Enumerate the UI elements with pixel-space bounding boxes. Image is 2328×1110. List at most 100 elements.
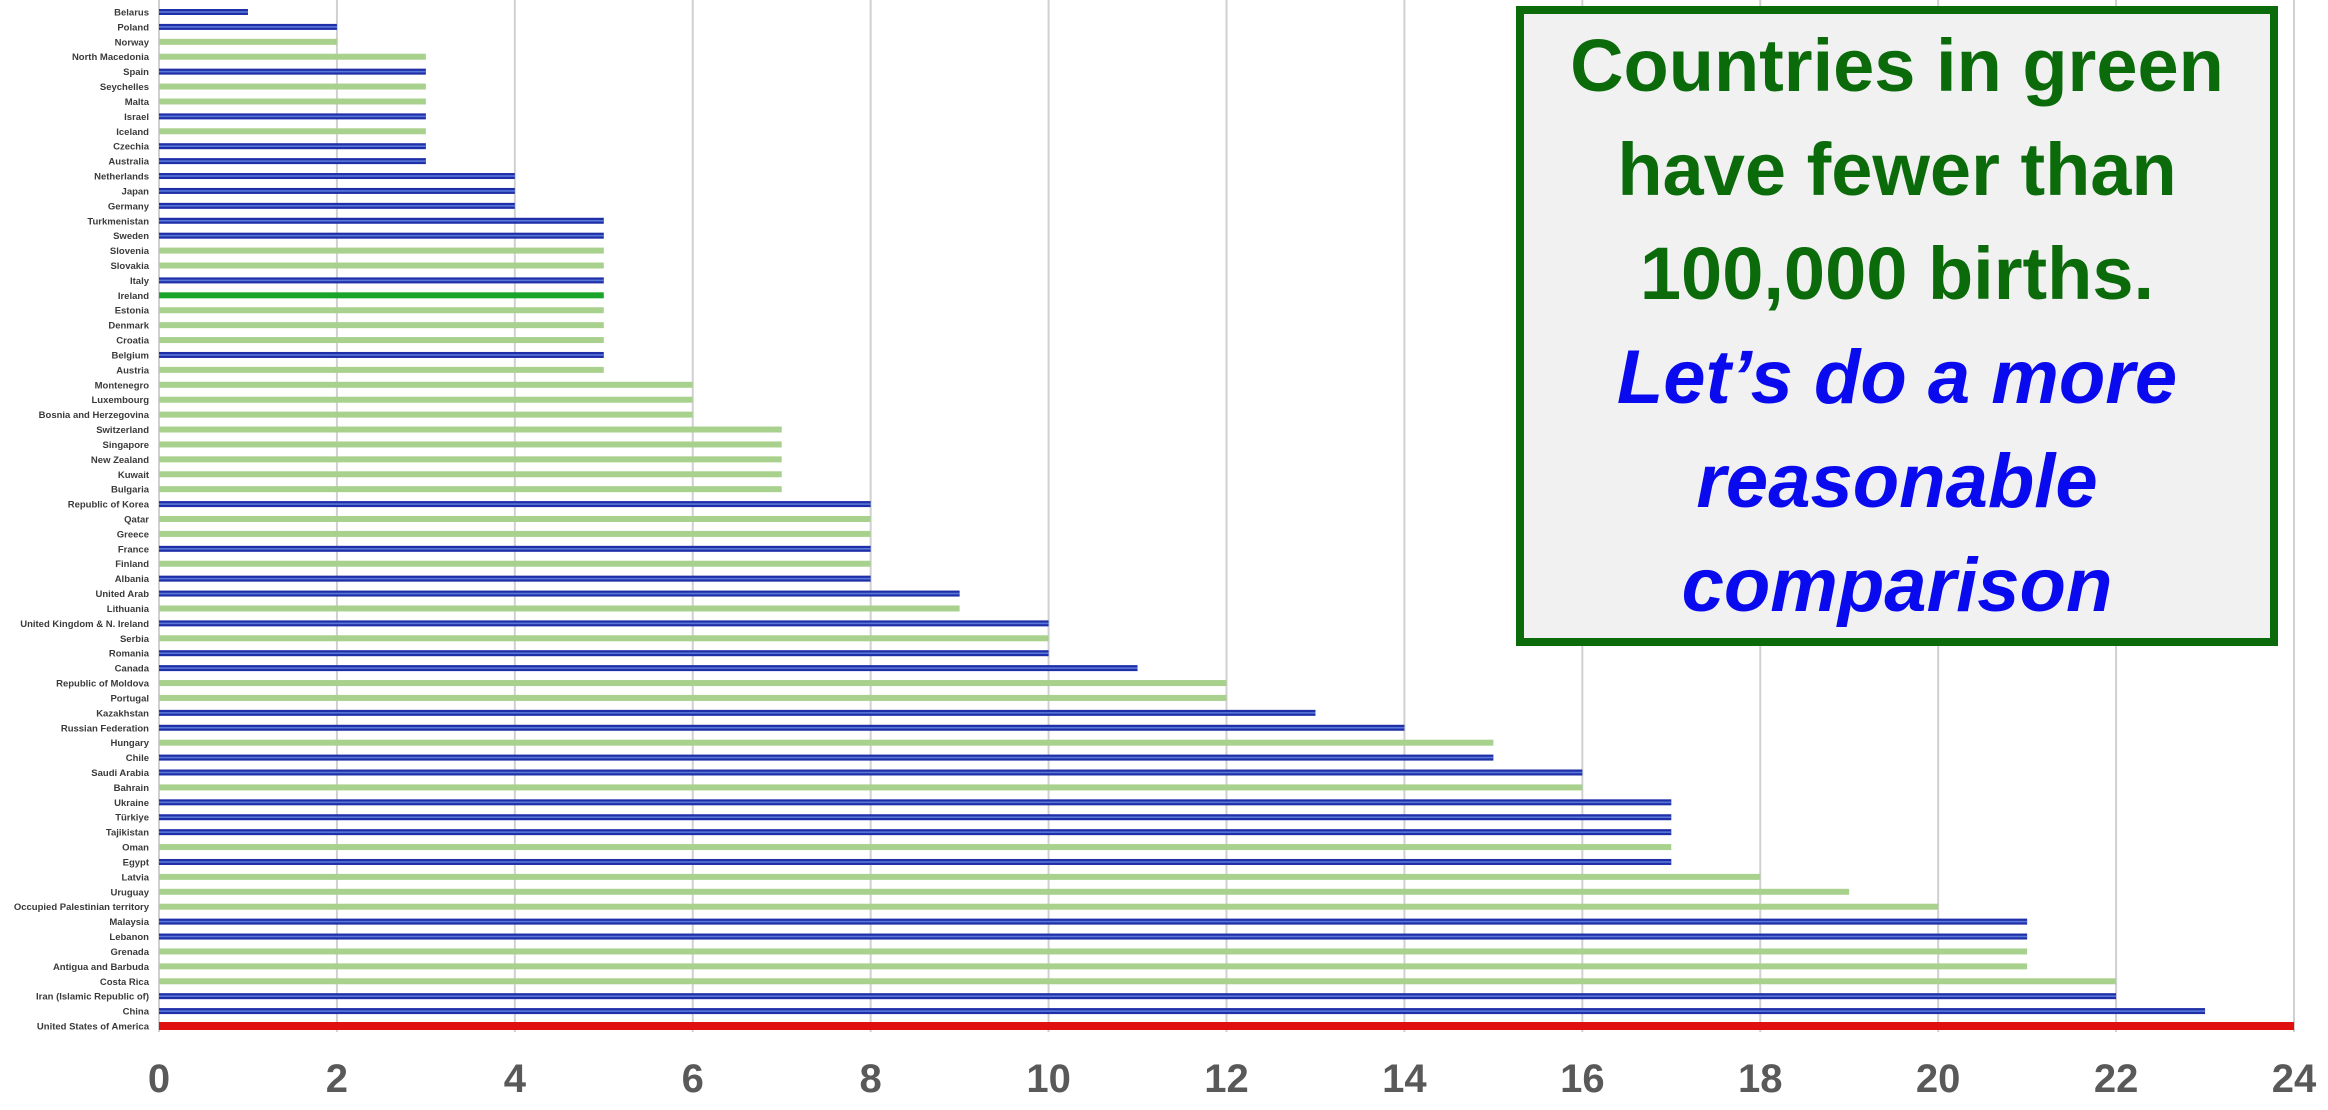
bar-switzerland [159,426,782,433]
bar-malta [159,98,426,105]
bar-group [159,948,2028,955]
bar-highlight-stripe [159,219,604,222]
category-label: Belgium [112,350,149,361]
bar-group [159,471,782,478]
category-label: Republic of Korea [68,500,150,511]
category-label: Hungary [110,738,149,749]
callout-box: Countries in green have fewer than 100,0… [1516,6,2278,646]
category-label: Switzerland [96,425,149,436]
x-tick-label: 4 [504,1057,527,1101]
category-label: Australia [108,157,149,168]
bar-group [159,903,1939,910]
category-label: Turkmenistan [87,216,149,227]
bar-highlight-stripe [159,577,871,580]
category-label: Bahrain [114,783,150,794]
bar-group [159,545,871,552]
bar-group [159,560,871,567]
bar-highlight-stripe [159,861,1672,863]
bar-highlight-stripe [159,354,604,356]
bar-grenada [159,948,2028,955]
bar-north-macedonia [159,53,426,60]
category-label: Occupied Palestinian territory [14,902,150,913]
bar-bulgaria [159,486,782,493]
category-labels: Belarus Poland Norway North Macedonia Spain S… [14,8,150,1033]
bar-occupied-palestinian-territory [159,903,1939,910]
category-label: Serbia [120,634,150,645]
bar-group [159,38,337,45]
bar-singapore [159,441,782,448]
category-label: Grenada [110,947,149,958]
category-label: Egypt [123,857,150,868]
bar-slovakia [159,262,604,269]
bar-greece [159,530,871,537]
bar-group [159,381,693,388]
category-label: Iran (Islamic Republic of) [36,992,149,1003]
category-label: Finland [115,559,149,570]
category-label: Latvia [122,872,150,883]
bar-group [159,232,604,239]
callout-line-3: 100,000 births. [1639,232,2155,315]
bar-group [159,650,1049,657]
category-label: Denmark [108,321,149,332]
bar-group [159,411,693,418]
bar-highlight-stripe [159,1010,2206,1012]
category-label: Estonia [115,306,150,317]
bar-republic-of-moldova [159,680,1227,687]
bar-highlight-stripe [159,801,1672,804]
bar-highlight-stripe [159,548,871,550]
bar-group [159,426,782,433]
category-label: Greece [117,529,149,540]
bar-group [159,844,1672,851]
category-label: Lebanon [109,932,149,943]
bar-group [159,516,871,522]
bar-group [159,739,1494,746]
category-label: Slovenia [110,246,150,257]
category-label: Portugal [110,693,149,704]
bar-group [159,337,604,344]
bar-highlight-stripe [159,205,515,207]
bar-highlight-stripe [159,667,1138,669]
category-label: Bosnia and Herzegovina [39,410,150,421]
bar-group [159,441,782,448]
bar-group [159,829,1672,836]
bar-group [159,217,604,224]
category-label: United Arab [96,589,150,600]
bar-group [159,501,871,508]
category-label: North Macedonia [72,52,150,63]
bar-highlight-stripe [159,26,337,28]
bar-group [159,277,604,284]
category-label: Czechia [113,142,150,153]
bar-bosnia-and-herzegovina [159,411,693,418]
bar-highlight-stripe [159,771,1583,774]
bar-group [159,590,960,597]
category-label: Croatia [116,336,149,347]
x-tick-label: 2 [326,1057,348,1101]
bar-montenegro [159,381,693,388]
callout-line-1: Countries in green [1570,24,2224,107]
bar-costa-rica [159,978,2117,985]
bar-norway [159,38,337,45]
category-label: Lithuania [107,604,150,615]
bar-antigua-and-barbuda [159,963,2028,970]
bar-estonia [159,307,604,314]
bar-group [159,396,693,403]
category-label: Tajikistan [106,828,149,839]
bar-group [159,799,1672,806]
bar-bahrain [159,784,1583,791]
bar-highlight-stripe [159,726,1405,729]
bar-group [159,873,1761,880]
bar-group [159,635,1049,642]
bar-austria [159,366,604,373]
category-label: Luxembourg [91,395,149,406]
bar-highlight-stripe [159,920,2028,923]
bar-highlight-stripe [159,190,515,192]
category-label: Malaysia [109,917,149,928]
bar-group [159,158,426,165]
bar-highlight-stripe [159,160,426,162]
bar-group [159,366,604,373]
category-label: Sweden [113,231,149,242]
category-label: Bulgaria [111,485,150,496]
x-tick-label: 22 [2094,1057,2139,1101]
bar-uruguay [159,888,1850,895]
bar-group [159,933,2028,940]
